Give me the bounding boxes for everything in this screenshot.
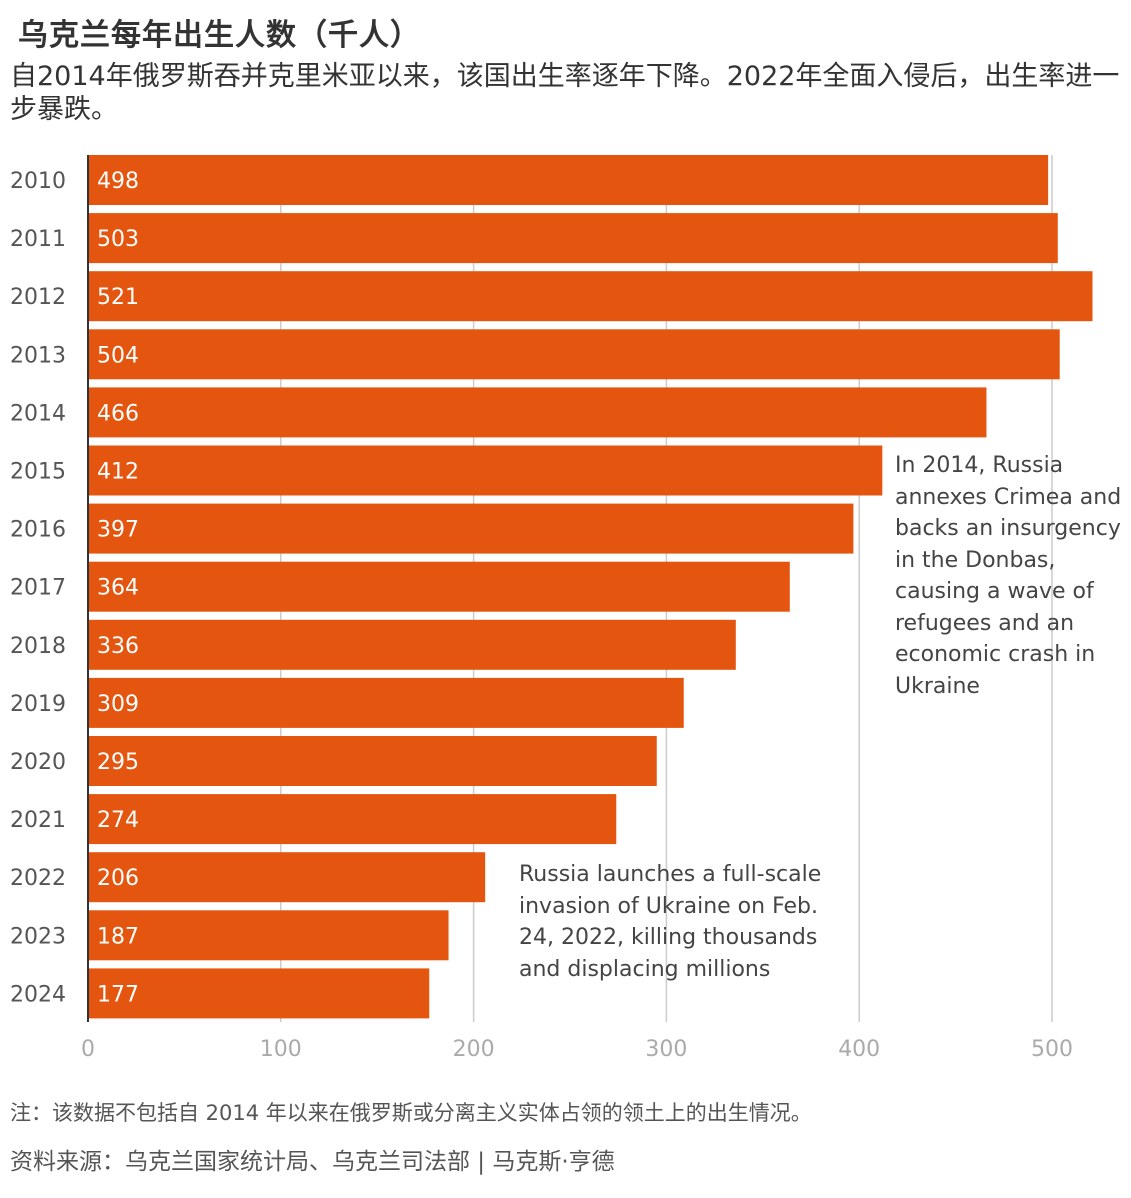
y-tick-label: 2023: [10, 924, 66, 949]
bar-2015: [89, 445, 883, 496]
data-label: 503: [97, 227, 139, 252]
x-tick-label: 500: [1031, 1037, 1073, 1062]
x-tick-label: 0: [81, 1037, 95, 1062]
x-tick-label: 100: [260, 1037, 302, 1062]
y-tick-label: 2022: [10, 866, 66, 891]
x-tick-label: 400: [838, 1037, 880, 1062]
annotation-crimea: In 2014, Russia annexes Crimea and backs…: [895, 453, 1122, 699]
bar-2014: [89, 387, 987, 438]
y-tick-label: 2014: [10, 401, 66, 426]
data-label: 274: [97, 808, 139, 833]
data-label: 177: [97, 982, 139, 1007]
data-label: 206: [97, 866, 139, 891]
y-tick-label: 2015: [10, 460, 66, 485]
y-tick-label: 2010: [10, 169, 66, 194]
y-tick-label: 2017: [10, 576, 66, 601]
bar-2010: [89, 155, 1049, 205]
bar-2012: [89, 271, 1093, 322]
bar-2024: [89, 968, 430, 1019]
y-tick-label: 2019: [10, 692, 66, 717]
bar-2022: [89, 852, 486, 903]
data-label: 504: [97, 343, 139, 368]
y-tick-label: 2018: [10, 634, 66, 659]
chart-subtitle: 自2014年俄罗斯吞并克里米亚以来，该国出生率逐年下降。2022年全面入侵后，出…: [10, 61, 1120, 125]
bar-2016: [89, 503, 854, 554]
chart-title: 乌克兰每年出生人数（千人）: [18, 18, 421, 53]
data-label: 521: [97, 285, 139, 310]
bar-2018: [89, 619, 736, 670]
data-label: 336: [97, 634, 139, 659]
data-label: 498: [97, 169, 139, 194]
bar-2019: [89, 677, 684, 728]
bar-2021: [89, 794, 617, 845]
data-label: 412: [97, 460, 139, 485]
bar-2011: [89, 213, 1058, 264]
data-label: 187: [97, 924, 139, 949]
y-tick-label: 2011: [10, 227, 66, 252]
bar-2017: [89, 561, 790, 612]
y-tick-label: 2013: [10, 343, 66, 368]
annotation-invasion: Russia launches a full-scale invasion of…: [519, 862, 822, 982]
x-tick-label: 300: [645, 1037, 687, 1062]
data-label: 397: [97, 518, 139, 543]
data-label: 364: [97, 576, 139, 601]
footnote: 注：该数据不包括自 2014 年以来在俄罗斯或分离主义实体占领的领土上的出生情况…: [10, 1101, 812, 1125]
y-tick-label: 2024: [10, 982, 66, 1007]
y-tick-label: 2020: [10, 750, 66, 775]
source-credit: 资料来源：乌克兰国家统计局、乌克兰司法部 | 马克斯·亨德: [10, 1149, 615, 1175]
y-tick-label: 2016: [10, 518, 66, 543]
data-label: 309: [97, 692, 139, 717]
bars: [89, 155, 1093, 1019]
bar-2020: [89, 736, 657, 786]
y-tick-label: 2012: [10, 285, 66, 310]
bar-2013: [89, 329, 1060, 380]
data-label: 466: [97, 401, 139, 426]
y-tick-label: 2021: [10, 808, 66, 833]
x-tick-label: 200: [453, 1037, 495, 1062]
labels: 0 100 200 300 400 500 2010 498 2011 503 2012 521 201…: [10, 169, 1073, 1062]
data-label: 295: [97, 750, 139, 775]
bar-2023: [89, 910, 449, 961]
